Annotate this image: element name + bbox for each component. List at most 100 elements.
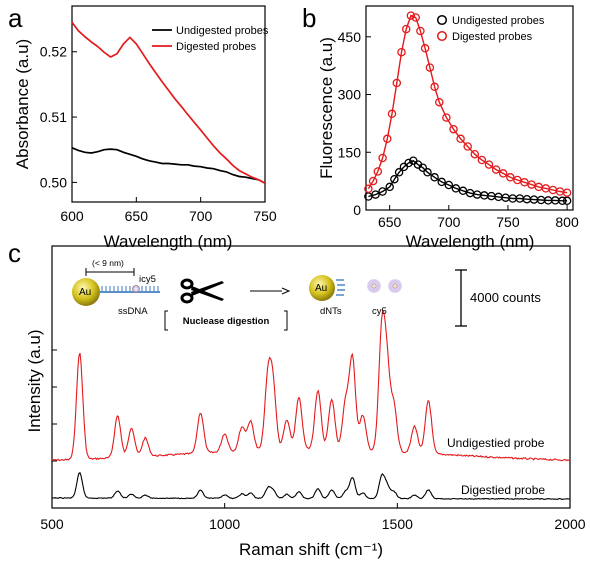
- panel-label-b: b: [302, 3, 316, 33]
- panel-c-plot-frame: [51, 245, 571, 509]
- panel-a-y-axis-label: Absorbance (a.u): [13, 39, 32, 169]
- panel-c-series-undigested: [51, 310, 571, 462]
- panel-b-point-digested: [387, 109, 397, 119]
- panel-a-x-ticks: 600 650 700 750: [60, 197, 277, 224]
- panel-b-point-undigested: [558, 196, 567, 206]
- panel-b-legend-digested: Digested probes: [452, 31, 533, 43]
- panel-b-point-digested: [430, 82, 439, 92]
- panel-b-point-digested: [449, 124, 458, 134]
- panel-b-point-undigested: [404, 158, 413, 168]
- size-label: (< 9 nm): [92, 258, 124, 268]
- panel-b-legend-marker-digested: [436, 30, 448, 42]
- panel-a-legend-undigested: Undigested probes: [176, 25, 269, 37]
- panel-c-x-axis-label: Raman shift (cm⁻¹): [239, 540, 383, 559]
- panel-a-plot-frame: [71, 5, 266, 203]
- panel-a-series: [71, 21, 266, 184]
- gold-nanoparticle: [72, 278, 100, 306]
- dnts-stubs: [336, 279, 345, 296]
- panel-a-y-tick-label: 0.50: [40, 174, 67, 190]
- panel-b-y-ticks: 0 150 300 450: [338, 29, 371, 218]
- panel-b-x-tick-label: 650: [378, 214, 402, 230]
- au-label: Au: [79, 287, 91, 298]
- panel-b-point-digested: [420, 44, 430, 53]
- au-label-digested: Au: [315, 283, 327, 294]
- panel-b-point-digested: [435, 97, 444, 107]
- panel-b-point-digested: [392, 78, 402, 88]
- panel-b-point-digested: [411, 13, 420, 22]
- panel-b-point-digested: [442, 113, 451, 122]
- panel-b: b 650 700 750 800 0 150 300 450 Wavelength (nm…: [302, 3, 579, 251]
- panel-a-x-axis-label: Wavelength (nm): [104, 232, 233, 251]
- panel-b-point-digested: [470, 149, 480, 159]
- panel-b-y-axis-label: Fluorescence (a.u): [317, 37, 336, 179]
- series-label-digested: Digestied probe: [461, 483, 545, 497]
- panel-c-x-tick-label: 2000: [554, 516, 585, 532]
- panel-b-point-undigested: [390, 174, 399, 184]
- panel-a-y-tick-label: 0.51: [40, 109, 67, 125]
- series-label-undigested: Undigestied probe: [447, 436, 545, 450]
- panel-a-x-tick-label: 750: [253, 208, 277, 224]
- panel-b-legend-marker-undigested: [436, 14, 448, 26]
- panel-a-legend-digested: Digested probes: [176, 41, 257, 53]
- panel-c-x-tick-label: 1000: [209, 516, 240, 532]
- panel-c-series-digested: [51, 472, 571, 500]
- panel-b-y-tick-label: 0: [353, 202, 361, 218]
- panel-c-y-ticks: [52, 349, 57, 499]
- panel-c-x-tick-label: 500: [40, 516, 64, 532]
- scale-bar-label: 4000 counts: [470, 290, 541, 305]
- panel-b-x-tick-label: 750: [496, 214, 520, 230]
- panel-b-point-digested: [506, 173, 515, 182]
- panel-a: a 600 650 700 750 0.50 0.51 0.52 Wavelength (…: [8, 3, 277, 251]
- panel-b-point-digested: [491, 165, 501, 174]
- panel-b-point-digested: [383, 134, 392, 144]
- panel-b-point-undigested: [437, 177, 446, 187]
- panel-b-legend: Undigested probes Digested probes: [436, 14, 545, 43]
- panel-b-point-digested: [463, 142, 472, 151]
- panel-b-point-undigested: [430, 173, 439, 182]
- scale-bar: 4000 counts: [455, 269, 541, 327]
- panel-b-point-digested: [373, 167, 383, 176]
- panel-b-y-tick-label: 300: [338, 87, 362, 103]
- panel-a-series-digested: [71, 21, 266, 184]
- panel-b-point-digested: [406, 11, 416, 20]
- panel-b-x-tick-label: 800: [555, 214, 579, 230]
- nuclease-label: Nuclease digestion: [183, 316, 270, 327]
- panel-b-point-undigested: [418, 163, 428, 172]
- schematic-inset: (< 9 nm) Au icy5 ssDNA Nuclease digestio…: [72, 258, 402, 331]
- panel-a-x-tick-label: 650: [125, 208, 149, 224]
- icy5-dye: [132, 285, 140, 293]
- panel-b-point-undigested: [444, 180, 454, 190]
- panel-b-point-undigested: [371, 190, 380, 199]
- panel-b-legend-undigested: Undigested probes: [452, 15, 545, 27]
- free-cy5-dye-2-core: [392, 283, 398, 289]
- panel-b-point-digested: [378, 153, 387, 163]
- gold-nanoparticle-digested: [309, 275, 335, 301]
- panel-c-x-ticks: 500 1000 1500 2000: [40, 503, 586, 532]
- panel-b-point-digested: [425, 63, 435, 72]
- panel-b-point-undigested: [385, 182, 394, 192]
- panel-b-point-digested: [562, 188, 572, 197]
- panel-c-y-axis-label: Intensity (a.u): [25, 330, 44, 433]
- panel-b-point-digested: [368, 176, 378, 186]
- panel-b-point-digested: [477, 155, 487, 165]
- panel-b-point-digested: [456, 134, 465, 144]
- panel-label-c: c: [8, 238, 21, 268]
- panel-c-x-tick-label: 1500: [382, 516, 413, 532]
- panel-b-point-digested: [416, 26, 425, 36]
- panel-b-point-undigested: [378, 187, 387, 196]
- panel-label-a: a: [8, 3, 23, 33]
- panel-a-legend: Undigested probes Digested probes: [152, 25, 269, 53]
- dnts-label: dNTs: [320, 306, 342, 317]
- ssdna-label: ssDNA: [118, 306, 148, 317]
- panel-a-series-undigested: [71, 147, 266, 184]
- panel-b-plot-frame: [365, 5, 574, 211]
- panel-c: c 500 1000 1500 2000 Raman shift (cm⁻¹) Int…: [8, 238, 586, 559]
- panel-b-series: [364, 11, 572, 206]
- panel-c-series: [51, 310, 571, 500]
- panel-b-point-digested: [401, 24, 411, 34]
- panel-b-x-tick-label: 700: [437, 214, 461, 230]
- panel-b-y-tick-label: 150: [338, 144, 362, 160]
- scissors-icon: [180, 278, 224, 304]
